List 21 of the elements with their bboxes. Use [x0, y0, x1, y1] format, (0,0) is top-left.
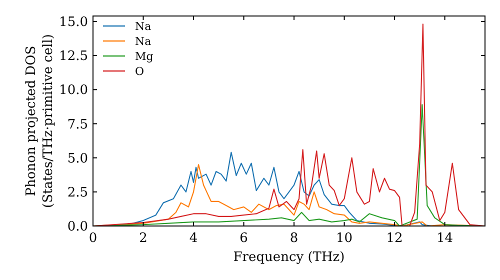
legend-label: Na [135, 20, 152, 33]
y-tick-label: 7.5 [67, 117, 88, 132]
legend-label: O [135, 64, 144, 78]
x-tick-label: 0 [88, 231, 98, 246]
legend-label: Mg [135, 50, 154, 63]
x-tick-label: 6 [240, 231, 248, 246]
y-tick-label: 12.5 [59, 49, 88, 64]
y-tick-label: 15.0 [59, 15, 88, 30]
y-tick-label: 2.5 [67, 185, 88, 200]
x-tick-label: 12 [386, 231, 403, 246]
x-tick-label: 8 [290, 231, 298, 246]
x-tick-label: 10 [336, 231, 353, 246]
y-axis-title: Phonon projected DOS (States/THz·primitive cell) [24, 34, 56, 208]
x-tick-label: 4 [189, 231, 198, 246]
x-tick-label: 14 [436, 231, 454, 246]
x-tick-label: 2 [139, 231, 148, 246]
legend-label: Na [135, 34, 152, 48]
y-tick-label: 5.0 [67, 151, 88, 166]
x-axis-title: Frequency (THz) [233, 250, 345, 265]
y-tick-label: 0.0 [67, 220, 88, 235]
y-tick-label: 10.0 [59, 83, 88, 98]
